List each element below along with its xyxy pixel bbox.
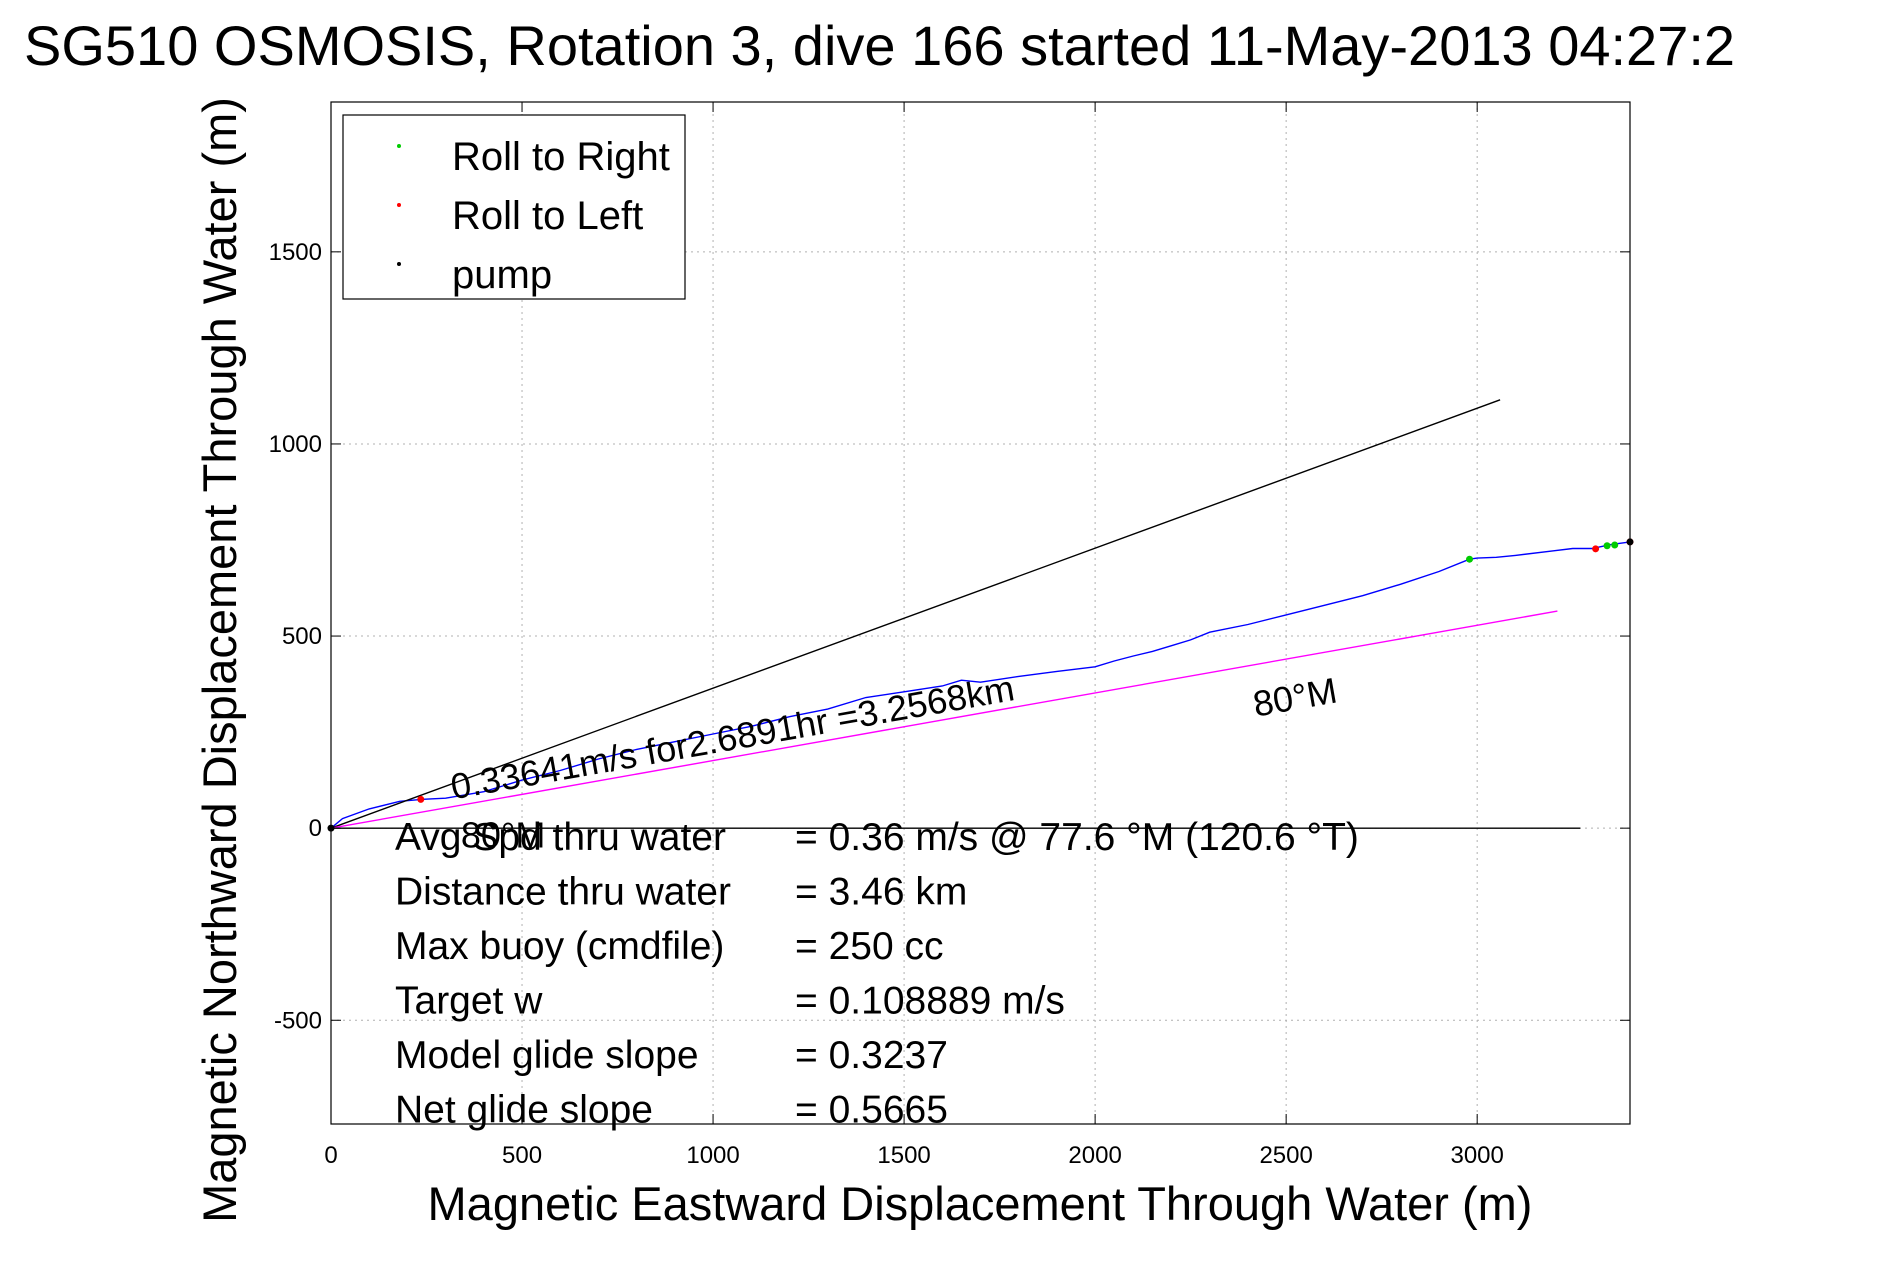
series-line-2 — [330, 610, 1558, 829]
series-line-1 — [330, 399, 1501, 829]
plot-frame — [330, 101, 1631, 1125]
y-tick-label: 500 — [282, 623, 322, 650]
stat-value: = 0.36 m/s @ 77.6 °M (120.6 °T) — [795, 816, 1359, 859]
series-group — [330, 399, 1631, 829]
stat-label: Max buoy (cmdfile) — [395, 925, 724, 968]
y-tick-label: 0 — [309, 815, 322, 842]
y-tick-label: 1000 — [269, 431, 322, 458]
legend-marker — [397, 262, 401, 266]
stat-label: Avg Spd thru water — [395, 816, 726, 859]
legend-marker — [397, 203, 401, 207]
legend: Roll to Right Roll to Left pump — [342, 114, 686, 300]
stat-value: = 0.5665 — [795, 1089, 948, 1132]
legend-label: pump — [452, 253, 552, 297]
x-axis-label: Magnetic Eastward Displacement Through W… — [428, 1177, 1533, 1230]
annotation-2: 80°M — [461, 814, 545, 855]
marker-roll-right — [1466, 555, 1474, 563]
x-tick-label: 3000 — [1450, 1142, 1503, 1169]
stat-value: = 0.3237 — [795, 1034, 948, 1077]
stat-label: Net glide slope — [395, 1089, 653, 1132]
marker-roll-left — [417, 795, 425, 803]
marker-roll-right — [1611, 541, 1619, 549]
x-tick-label: 1500 — [877, 1142, 930, 1169]
y-ticks: -500 0 500 1000 1500 — [269, 239, 1630, 1034]
x-tick-label: 2000 — [1068, 1142, 1121, 1169]
y-axis-label: Magnetic Northward Displacement Through … — [193, 97, 246, 1223]
stat-value: = 0.108889 m/s — [795, 980, 1065, 1023]
y-tick-label: 1500 — [269, 239, 322, 266]
x-ticks: 0 500 1000 1500 2000 2500 3000 — [324, 102, 1504, 1169]
chart-title: SG510 OSMOSIS, Rotation 3, dive 166 star… — [24, 14, 1735, 77]
x-tick-label: 2500 — [1259, 1142, 1312, 1169]
legend-marker — [397, 144, 401, 148]
stat-value: = 250 cc — [795, 925, 944, 968]
marker-roll-right — [1603, 542, 1611, 550]
legend-label: Roll to Left — [452, 194, 643, 238]
x-tick-label: 500 — [502, 1142, 542, 1169]
marker-roll-left — [1592, 545, 1600, 553]
stat-value: = 3.46 km — [795, 871, 967, 914]
stat-label: Model glide slope — [395, 1034, 699, 1077]
markers-group — [327, 538, 1634, 832]
legend-label: Roll to Right — [452, 135, 670, 179]
stats-block: Avg Spd thru water = 0.36 m/s @ 77.6 °M (… — [395, 816, 1359, 1132]
series-line-0 — [330, 541, 1631, 829]
x-tick-label: 1000 — [686, 1142, 739, 1169]
stat-label: Distance thru water — [395, 871, 731, 914]
y-tick-label: -500 — [274, 1007, 322, 1034]
stat-label: Target w — [395, 980, 543, 1023]
x-tick-label: 0 — [324, 1142, 337, 1169]
